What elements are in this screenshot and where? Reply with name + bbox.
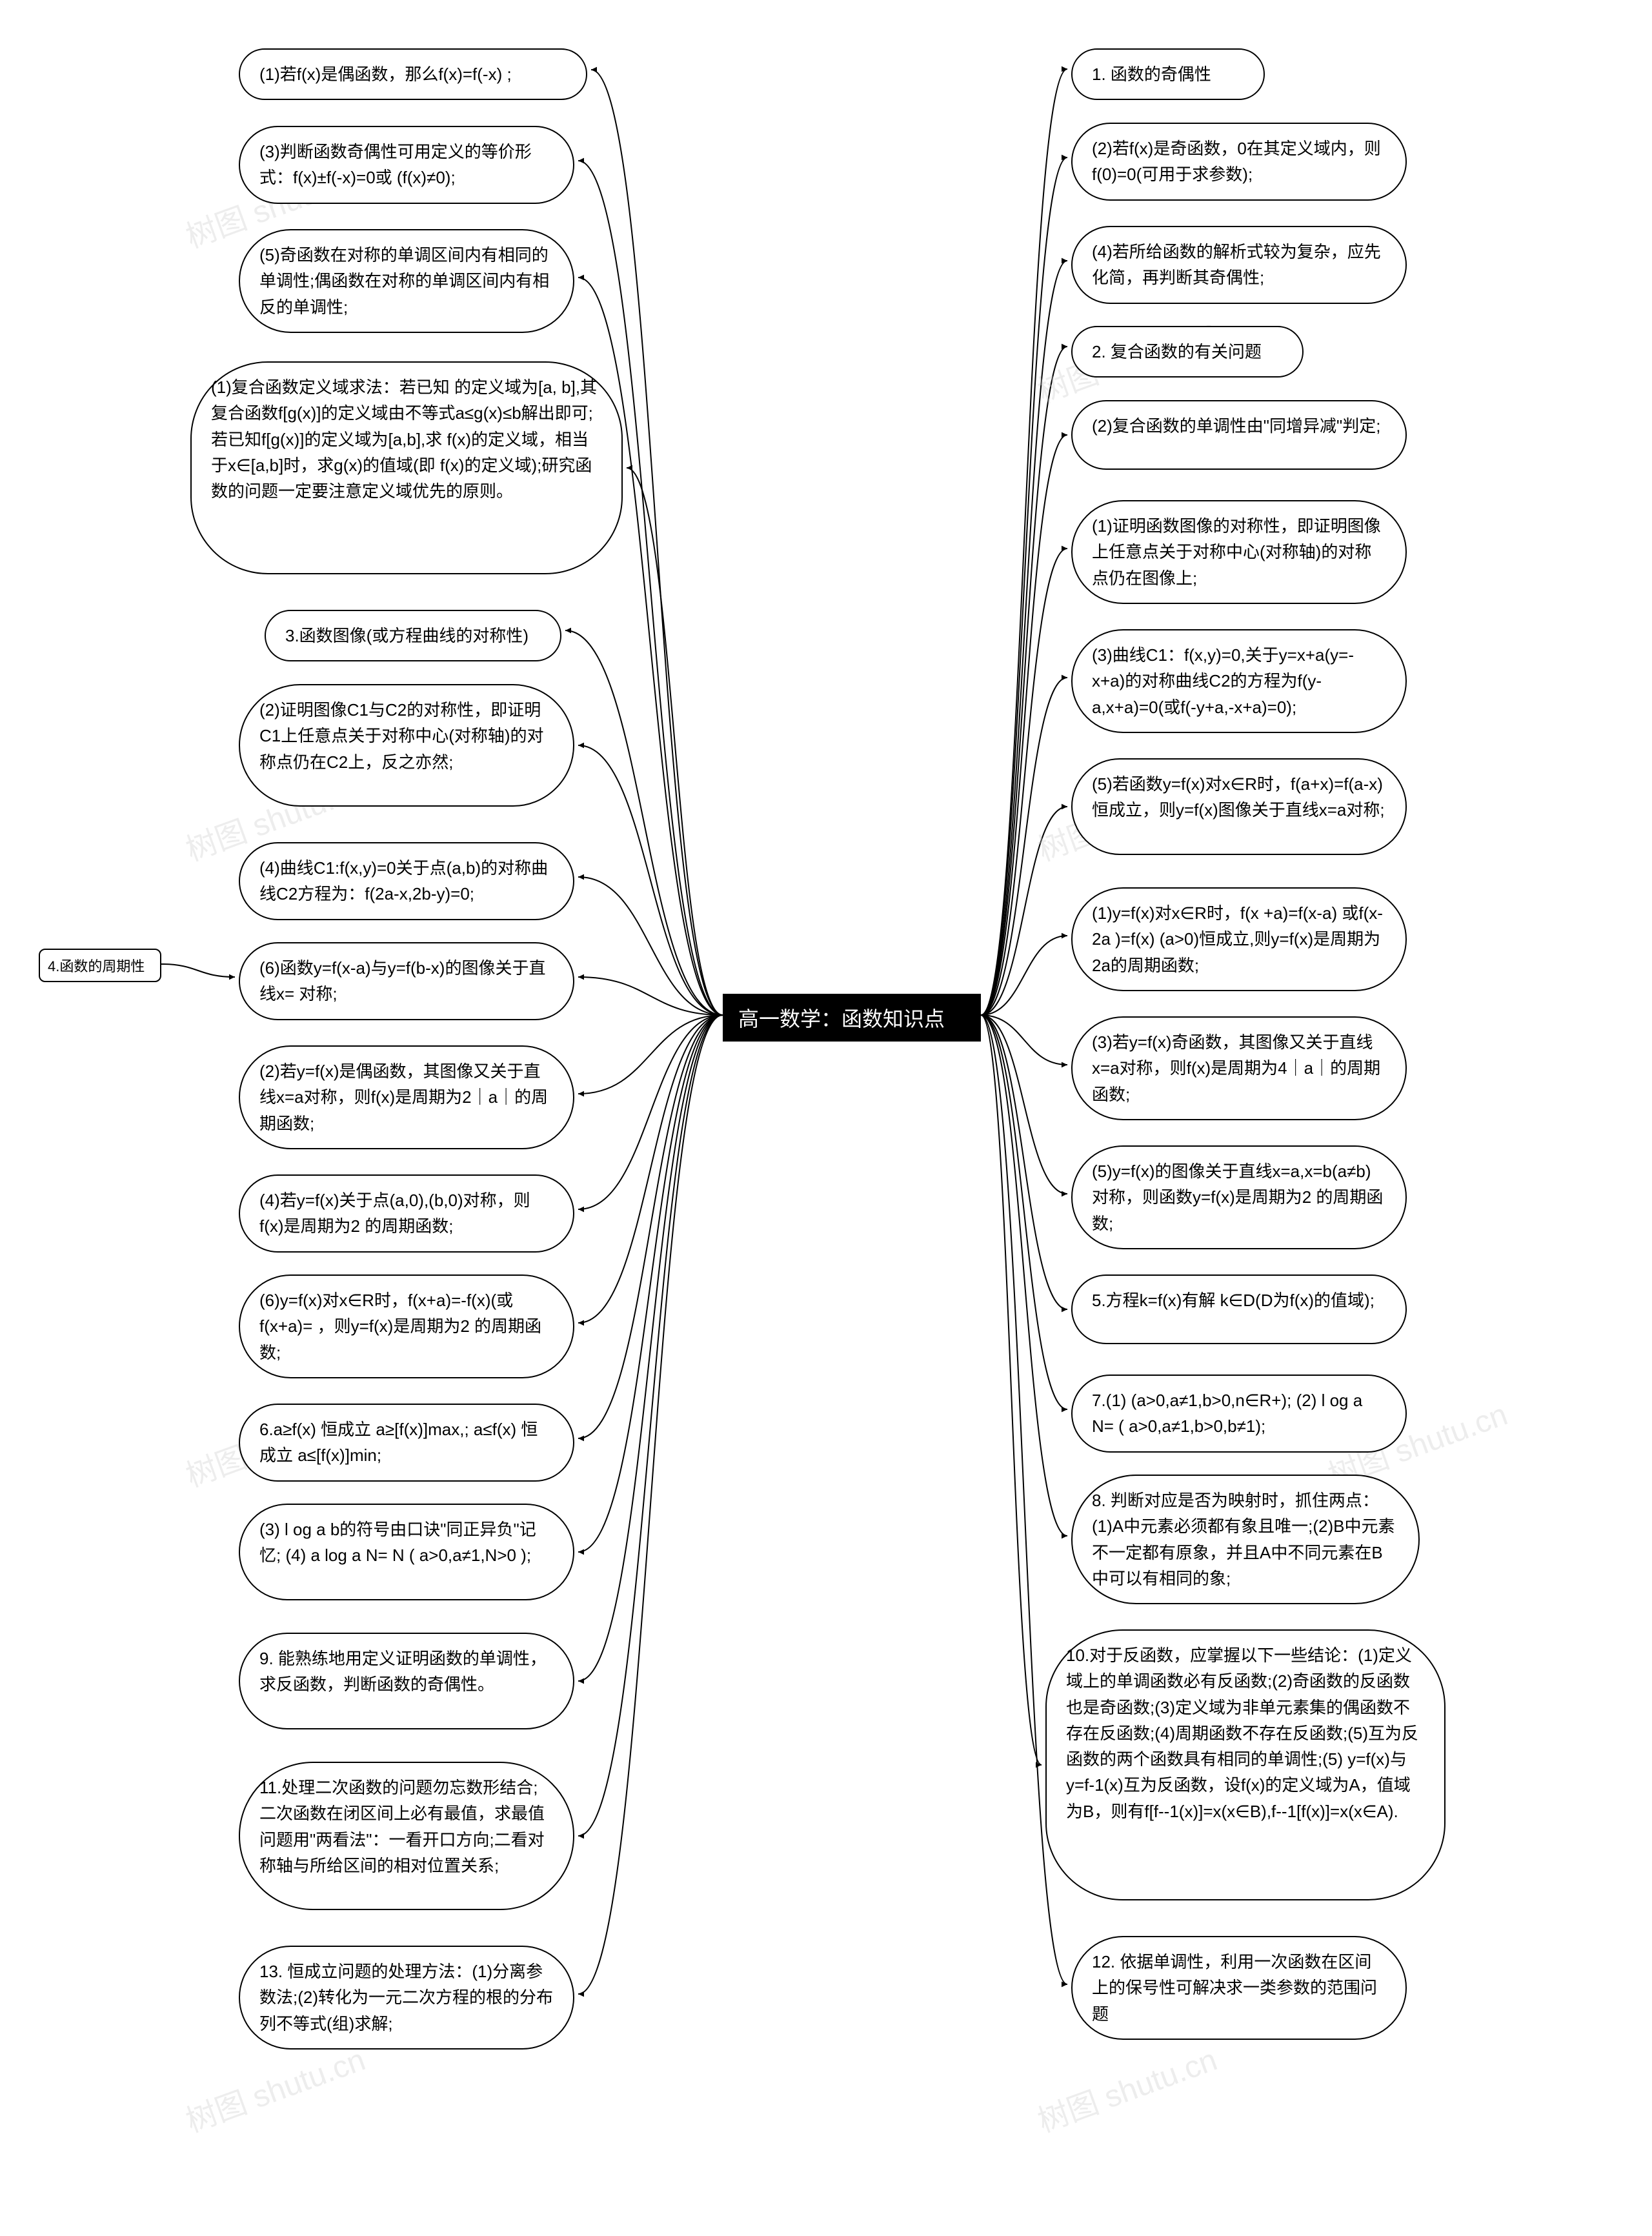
right-node: (4)若所给函数的解析式较为复杂，应先化简，再判断其奇偶性; (1071, 226, 1407, 304)
left-node: 13. 恒成立问题的处理方法：(1)分离参数法;(2)转化为一元二次方程的根的分… (239, 1946, 574, 2050)
right-node: 8. 判断对应是否为映射时，抓住两点：(1)A中元素必须都有象且唯一;(2)B中… (1071, 1475, 1420, 1604)
right-node: (2)若f(x)是奇函数，0在其定义域内，则 f(0)=0(可用于求参数); (1071, 123, 1407, 201)
left-node: 11.处理二次函数的问题勿忘数形结合;二次函数在闭区间上必有最值，求最值问题用"… (239, 1762, 574, 1910)
left-node: 9. 能熟练地用定义证明函数的单调性，求反函数，判断函数的奇偶性。 (239, 1633, 574, 1729)
left-node: (1)若f(x)是偶函数，那么f(x)=f(-x) ; (239, 48, 587, 100)
right-node: (2)复合函数的单调性由"同增异减"判定; (1071, 400, 1407, 470)
right-node: 7.(1) (a>0,a≠1,b>0,n∈R+); (2) l og a N= … (1071, 1375, 1407, 1453)
right-node: 10.对于反函数，应掌握以下一些结论：(1)定义域上的单调函数必有反函数;(2)… (1045, 1629, 1446, 1900)
left-node: (2)证明图像C1与C2的对称性，即证明C1上任意点关于对称中心(对称轴)的对称… (239, 684, 574, 807)
right-node: (1)证明函数图像的对称性，即证明图像上任意点关于对称中心(对称轴)的对称点仍在… (1071, 500, 1407, 604)
center-node: 高一数学：函数知识点 (723, 994, 981, 1042)
right-node: 1. 函数的奇偶性 (1071, 48, 1265, 100)
left-node: 6.a≥f(x) 恒成立 a≥[f(x)]max,; a≤f(x) 恒成立 a≤… (239, 1404, 574, 1482)
left-node: (5)奇函数在对称的单调区间内有相同的单调性;偶函数在对称的单调区间内有相反的单… (239, 229, 574, 333)
left-node: (2)若y=f(x)是偶函数，其图像又关于直线x=a对称，则f(x)是周期为2｜… (239, 1045, 574, 1149)
right-node: (5)y=f(x)的图像关于直线x=a,x=b(a≠b)对称，则函数y=f(x)… (1071, 1145, 1407, 1249)
right-node: 12. 依据单调性，利用一次函数在区间上的保号性可解决求一类参数的范围问题 (1071, 1936, 1407, 2040)
left-node: (3) l og a b的符号由口诀"同正异负"记忆; (4) a log a … (239, 1504, 574, 1600)
watermark: 树图 shutu.cn (1031, 2034, 1222, 2140)
right-node: 5.方程k=f(x)有解 k∈D(D为f(x)的值域); (1071, 1274, 1407, 1344)
right-node: (3)曲线C1：f(x,y)=0,关于y=x+a(y=-x+a)的对称曲线C2的… (1071, 629, 1407, 733)
right-node: 2. 复合函数的有关问题 (1071, 326, 1304, 378)
left-node: 3.函数图像(或方程曲线的对称性) (265, 610, 561, 661)
left-node: (1)复合函数定义域求法：若已知 的定义域为[a, b],其复合函数f[g(x)… (190, 361, 623, 574)
right-node: (3)若y=f(x)奇函数，其图像又关于直线x=a对称，则f(x)是周期为4｜a… (1071, 1016, 1407, 1120)
left-node: (3)判断函数奇偶性可用定义的等价形式：f(x)±f(-x)=0或 (f(x)≠… (239, 126, 574, 204)
rect-node-left-small: 4.函数的周期性 (39, 949, 161, 982)
left-node: (6)y=f(x)对x∈R时，f(x+a)=-f(x)(或f(x+a)= ，则y… (239, 1274, 574, 1378)
right-node: (1)y=f(x)对x∈R时，f(x +a)=f(x-a) 或f(x-2a )=… (1071, 887, 1407, 991)
left-node: (4)若y=f(x)关于点(a,0),(b,0)对称，则f(x)是周期为2 的周… (239, 1174, 574, 1253)
left-node: (4)曲线C1:f(x,y)=0关于点(a,b)的对称曲线C2方程为：f(2a-… (239, 842, 574, 920)
watermark: 树图 shutu.cn (179, 2034, 370, 2140)
right-node: (5)若函数y=f(x)对x∈R时，f(a+x)=f(a-x)恒成立，则y=f(… (1071, 758, 1407, 855)
left-node: (6)函数y=f(x-a)与y=f(b-x)的图像关于直线x= 对称; (239, 942, 574, 1020)
